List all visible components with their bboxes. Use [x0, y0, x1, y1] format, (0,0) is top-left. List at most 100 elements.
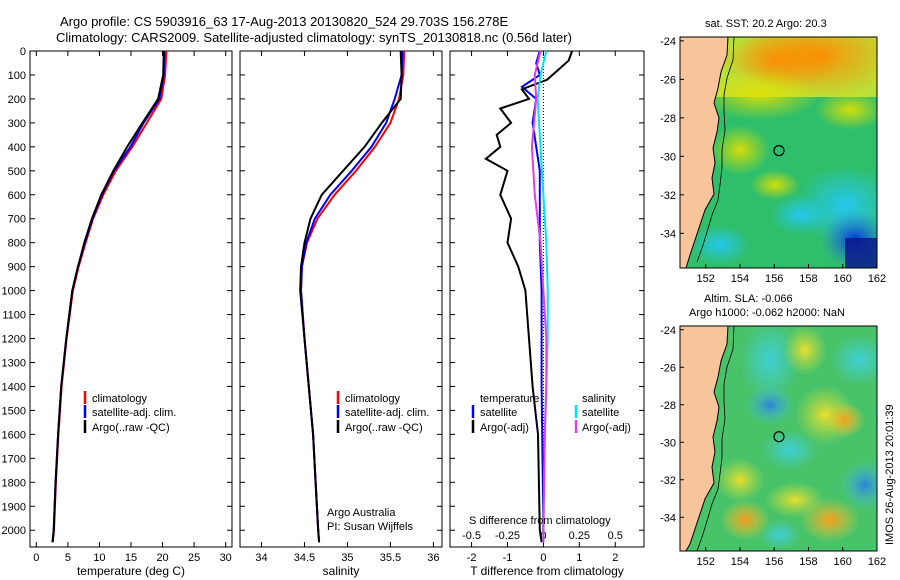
land-australia [680, 326, 729, 551]
temperature-legend: climatology satellite-adj. clim. Argo(..… [83, 391, 176, 434]
series-line [51, 50, 166, 543]
x-tick-label: 25 [188, 552, 200, 564]
x-tick-label: 156 [765, 556, 783, 568]
series-line [484, 50, 574, 543]
sla-map-title: Altim. SLA: -0.066 [704, 293, 793, 305]
y-tick-label: -28 [660, 400, 676, 412]
x-axis-label: temperature (deg C) [77, 564, 185, 578]
salinity-panel: 34 34.5 35 35.5 36 salinity [239, 50, 443, 578]
y-tick-label: 2000 [2, 525, 26, 537]
header-line1: Argo profile: CS 5903916_63 17-Aug-2013 … [60, 14, 508, 29]
top-axis-label: S difference from climatology [469, 515, 611, 527]
shelf-contour [696, 37, 735, 263]
sst-map: sat. SST: 20.2 Argo: 20.3 152 154 156 158 16… [660, 18, 886, 285]
x-tick-label: 162 [868, 556, 886, 568]
legend-label-satellite: satellite-adj. clim. [345, 407, 429, 419]
x-tick-label: 152 [697, 273, 715, 285]
x-tick-label: 0 [33, 552, 39, 564]
series-line [299, 50, 403, 543]
x-tick-label: 154 [731, 556, 749, 568]
x-tick-label: 160 [834, 556, 852, 568]
y-tick-label: -34 [660, 228, 676, 240]
legend-label-satellite: satellite-adj. clim. [92, 407, 176, 419]
y-tick-label: -32 [660, 475, 676, 487]
y-tick-label: 500 [8, 166, 26, 178]
top-tick-label: -0.5 [462, 530, 481, 542]
y-tick-label: 1500 [2, 405, 26, 417]
series-line [299, 50, 406, 543]
y-tick-label: -26 [660, 74, 676, 86]
x-axis-label: T difference from climatology [470, 564, 624, 578]
shelf-contour [696, 326, 735, 551]
y-tick-label: -24 [660, 36, 676, 48]
y-tick-label: 1300 [2, 357, 26, 369]
legend-label-argo: Argo(..raw -QC) [345, 422, 423, 434]
x-tick-label: 158 [799, 556, 817, 568]
series-line [299, 50, 404, 543]
top-tick-label: 0.5 [608, 530, 623, 542]
x-tick-label: 160 [834, 273, 852, 285]
x-tick-label: 15 [125, 552, 137, 564]
y-tick-label: -30 [660, 437, 676, 449]
y-tick-label: 200 [8, 94, 26, 106]
y-tick-label: 1700 [2, 453, 26, 465]
sla-map-subtitle: Argo h1000: -0.062 h2000: NaN [689, 307, 845, 319]
y-tick-label: 1600 [2, 429, 26, 441]
y-tick-label: 1100 [2, 310, 26, 322]
annotation-argo-australia: Argo Australia [327, 507, 396, 519]
y-tick-label: 900 [8, 262, 26, 274]
x-tick-label: 20 [156, 552, 168, 564]
plot-frame [29, 50, 233, 548]
x-tick-label: 5 [65, 552, 71, 564]
plot-frame [239, 50, 443, 548]
x-tick-label: 152 [697, 556, 715, 568]
x-tick-label: 30 [220, 552, 232, 564]
y-tick-label: 100 [8, 70, 26, 82]
y-tick-label: 1900 [2, 501, 26, 513]
y-tick-label: 1800 [2, 477, 26, 489]
x-tick-label: 36 [427, 552, 439, 564]
x-tick-label: 154 [731, 273, 749, 285]
x-tick-label: -1 [503, 552, 513, 564]
legend-title-salinity: salinity [582, 393, 616, 405]
y-tick-label: 0 [20, 46, 26, 58]
y-tick-label: -30 [660, 151, 676, 163]
y-tick-label: 800 [8, 238, 26, 250]
x-tick-label: 162 [868, 273, 886, 285]
series-line [51, 50, 168, 543]
legend-label-climatology: climatology [345, 393, 401, 405]
legend-label-t-argo: Argo(-adj) [480, 422, 529, 434]
difference-panel: -2 -1 0 1 2T difference from climatology -0.5… [449, 50, 645, 578]
y-tick-label: 1400 [2, 381, 26, 393]
y-tick-label: -24 [660, 325, 676, 337]
x-tick-label: -2 [467, 552, 477, 564]
float-marker [773, 145, 785, 157]
legend-label-s-argo: Argo(-adj) [582, 422, 631, 434]
series-line [520, 50, 545, 543]
series-line [51, 50, 165, 543]
legend-label-s-satellite: satellite [582, 407, 619, 419]
legend-label-t-satellite: satellite [480, 407, 517, 419]
x-tick-label: 158 [799, 273, 817, 285]
difference-legend: temperature satellite Argo(-adj) salinit… [469, 393, 631, 527]
x-tick-label: 10 [93, 552, 105, 564]
x-tick-label: 35 [341, 552, 353, 564]
y-tick-label: 400 [8, 142, 26, 154]
legend-label-climatology: climatology [92, 393, 148, 405]
x-tick-label: 34.5 [294, 552, 315, 564]
float-marker [773, 431, 785, 443]
y-tick-label: 1000 [2, 286, 26, 298]
y-tick-label: -26 [660, 362, 676, 374]
x-tick-label: 34 [255, 552, 267, 564]
top-tick-label: 0.25 [569, 530, 590, 542]
y-tick-label: -28 [660, 113, 676, 125]
annotation-pi: PI: Susan Wijffels [327, 521, 413, 533]
land-australia [680, 37, 729, 268]
y-tick-label: 600 [8, 190, 26, 202]
salinity-legend: climatology satellite-adj. clim. Argo(..… [327, 391, 429, 533]
series-line [530, 50, 548, 543]
x-tick-label: 156 [765, 273, 783, 285]
y-tick-label: 1200 [2, 334, 26, 346]
top-tick-label: -0.25 [495, 530, 520, 542]
